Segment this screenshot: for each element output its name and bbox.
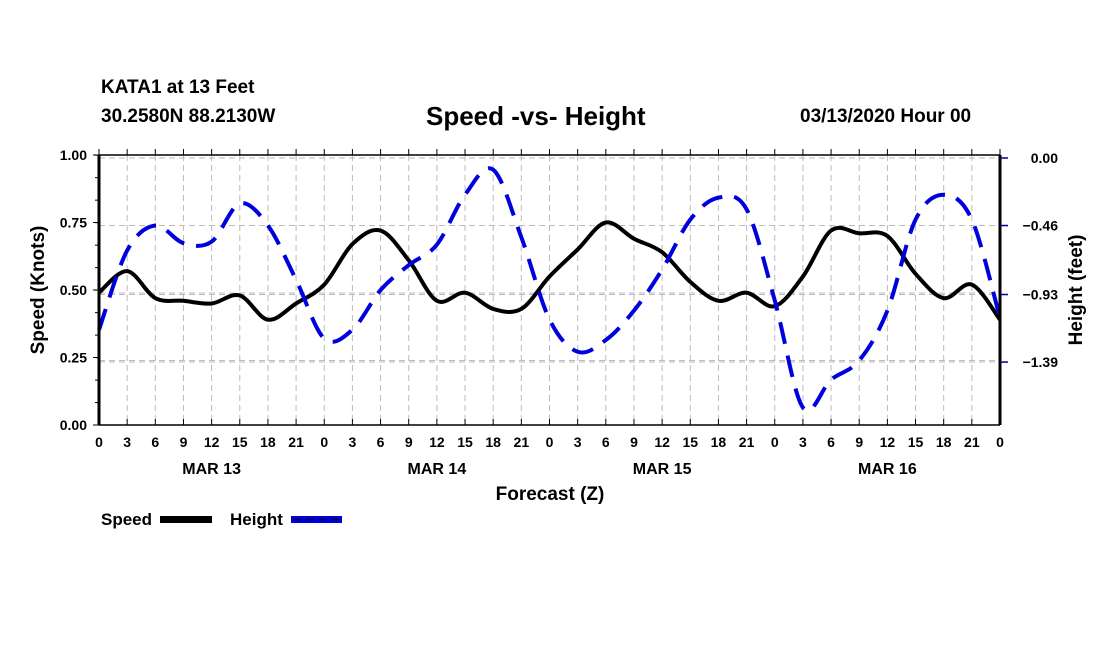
series-line-height (97, 166, 1002, 413)
x-tick-label: 21 (739, 434, 755, 450)
y-tick-label: 0.75 (60, 215, 87, 231)
grid (99, 155, 1000, 425)
x-tick-label: 21 (964, 434, 980, 450)
y-tick-label: 1.00 (60, 147, 87, 163)
legend-swatch-speed (160, 516, 212, 523)
axis-labels: 0 3 6 9 12 15 18 21 0 3 6 9 12 15 18 21 0 3 6 9 12 15 18 21 0 3 6 9… (28, 147, 1087, 505)
x-tick-label: 0 (320, 434, 328, 450)
series-layer (97, 166, 1002, 413)
x-axis-label: Forecast (Z) (496, 484, 605, 505)
x-tick-label: 15 (457, 434, 473, 450)
x-tick-label: 12 (429, 434, 445, 450)
x-tick-label: 9 (855, 434, 863, 450)
legend-swatch-height (291, 516, 342, 523)
x-tick-label: 18 (936, 434, 952, 450)
x-tick-label: 15 (232, 434, 248, 450)
y2-tick-label: −1.39 (1023, 354, 1059, 370)
station-label: KATA1 at 13 Feet (101, 77, 255, 98)
run-time-label: 03/13/2020 Hour 00 (800, 106, 972, 127)
legend: Speed Height (101, 510, 342, 529)
x-tick-label: 3 (349, 434, 357, 450)
day-label: MAR 16 (858, 461, 917, 478)
x-tick-label: 0 (996, 434, 1004, 450)
x-tick-label: 6 (602, 434, 610, 450)
x-tick-label: 12 (204, 434, 220, 450)
x-tick-label: 18 (260, 434, 276, 450)
x-tick-label: 12 (654, 434, 670, 450)
y-tick-label: 0.25 (60, 350, 87, 366)
x-tick-label: 3 (123, 434, 131, 450)
y2-tick-label: −0.46 (1023, 218, 1059, 234)
x-tick-label: 3 (574, 434, 582, 450)
y-tick-label: 0.50 (60, 282, 87, 298)
y2-tick-label: −0.93 (1023, 287, 1059, 303)
x-tick-label: 9 (630, 434, 638, 450)
chart-title: Speed -vs- Height (426, 101, 646, 131)
x-tick-label: 6 (151, 434, 159, 450)
legend-label-speed: Speed (101, 510, 152, 529)
x-tick-label: 15 (682, 434, 698, 450)
day-label: MAR 15 (633, 461, 692, 478)
x-tick-label: 0 (546, 434, 554, 450)
y2-axis-label: Height (feet) (1066, 235, 1087, 346)
x-tick-label: 18 (485, 434, 501, 450)
x-tick-label: 3 (799, 434, 807, 450)
x-tick-label: 21 (514, 434, 530, 450)
x-tick-label: 12 (880, 434, 896, 450)
x-tick-label: 18 (711, 434, 727, 450)
x-tick-label: 9 (180, 434, 188, 450)
axes (93, 149, 1008, 426)
x-tick-label: 0 (95, 434, 103, 450)
x-tick-label: 6 (377, 434, 385, 450)
x-tick-label: 15 (908, 434, 924, 450)
x-tick-label: 0 (771, 434, 779, 450)
legend-label-height: Height (230, 510, 283, 529)
coordinates-label: 30.2580N 88.2130W (101, 106, 276, 127)
x-tick-label: 21 (288, 434, 304, 450)
x-tick-label: 6 (827, 434, 835, 450)
series-line-speed (97, 220, 1002, 322)
y-axis-label: Speed (Knots) (28, 226, 49, 355)
x-tick-label: 9 (405, 434, 413, 450)
y-tick-label: 0.00 (60, 417, 87, 433)
day-label: MAR 13 (182, 461, 241, 478)
day-label: MAR 14 (408, 461, 467, 478)
y2-tick-label: 0.00 (1031, 150, 1058, 166)
